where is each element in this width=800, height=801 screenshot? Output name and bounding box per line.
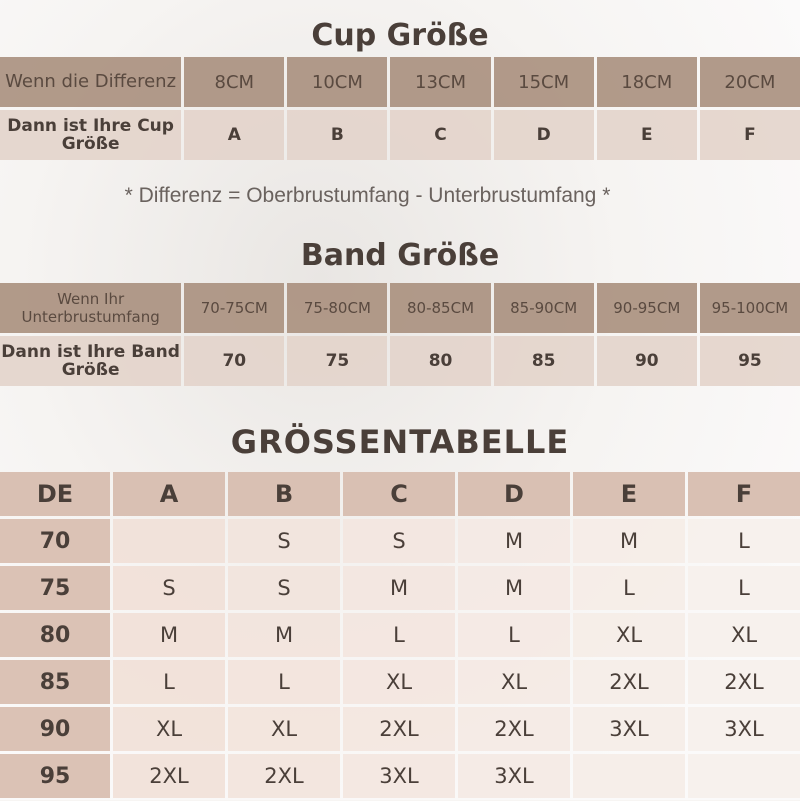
cell: 10CM [287, 57, 388, 107]
row-label: Dann ist Ihre Band Größe [0, 336, 182, 386]
cell: 75-80CM [287, 283, 388, 333]
cell: 95-100CM [699, 283, 800, 333]
cup-header: E [573, 472, 685, 516]
size-table-title: GRÖSSENTABELLE [230, 423, 570, 461]
size-cell: M [573, 519, 685, 563]
cell: 80-85CM [390, 283, 491, 333]
row-label: Dann ist Ihre Cup Größe [0, 110, 182, 160]
cell: 13CM [390, 57, 491, 107]
cell: 85 [493, 336, 594, 386]
size-cell: M [113, 613, 225, 657]
size-cell: 2XL [573, 660, 685, 704]
band-size-row: Dann ist Ihre Band Größe 70 75 80 85 90 … [0, 336, 800, 386]
cell: F [699, 110, 800, 160]
cup-header: D [458, 472, 570, 516]
size-cell: 3XL [688, 707, 800, 751]
cup-size-title: Cup Größe [311, 18, 489, 53]
size-cell: L [228, 660, 340, 704]
size-cell: XL [228, 707, 340, 751]
size-cell: L [688, 566, 800, 610]
size-cell: M [458, 566, 570, 610]
size-cell: XL [458, 660, 570, 704]
size-cell: S [228, 519, 340, 563]
cup-size-table: Wenn die Differenz 8CM 10CM 13CM 15CM 18… [0, 54, 800, 163]
size-cell: M [458, 519, 570, 563]
size-cell [113, 519, 225, 563]
cell: 18CM [596, 57, 697, 107]
cell: 70 [184, 336, 285, 386]
band-label: 75 [0, 566, 110, 610]
cell: 85-90CM [493, 283, 594, 333]
size-cell: 3XL [458, 754, 570, 798]
size-cell: XL [113, 707, 225, 751]
difference-note: * Differenz = Oberbrustumfang - Unterbru… [124, 184, 611, 207]
size-cell: S [343, 519, 455, 563]
size-cell [573, 754, 685, 798]
size-row: 75 S S M M L L [0, 566, 800, 610]
size-cell [688, 754, 800, 798]
cell: 80 [390, 336, 491, 386]
size-cell: 2XL [228, 754, 340, 798]
size-cell: XL [573, 613, 685, 657]
size-cell: 3XL [573, 707, 685, 751]
size-cell: M [343, 566, 455, 610]
cell: B [287, 110, 388, 160]
cup-header: C [343, 472, 455, 516]
band-range-row: Wenn Ihr Unterbrustumfang 70-75CM 75-80C… [0, 283, 800, 333]
cell: 75 [287, 336, 388, 386]
cell: 8CM [184, 57, 285, 107]
size-row: 70 S S M M L [0, 519, 800, 563]
band-label: 80 [0, 613, 110, 657]
size-cell: XL [688, 613, 800, 657]
band-size-title: Band Größe [300, 238, 500, 273]
cell: A [184, 110, 285, 160]
size-cell: L [113, 660, 225, 704]
cell: 90 [596, 336, 697, 386]
size-cell: 3XL [343, 754, 455, 798]
size-cell: S [113, 566, 225, 610]
cell: 20CM [699, 57, 800, 107]
cup-diff-row: Wenn die Differenz 8CM 10CM 13CM 15CM 18… [0, 57, 800, 107]
size-row: 95 2XL 2XL 3XL 3XL [0, 754, 800, 798]
cup-header: A [113, 472, 225, 516]
row-label: Wenn die Differenz [0, 57, 182, 107]
cell: 15CM [493, 57, 594, 107]
band-label: 95 [0, 754, 110, 798]
cup-letter-row: Dann ist Ihre Cup Größe A B C D E F [0, 110, 800, 160]
band-size-table: Wenn Ihr Unterbrustumfang 70-75CM 75-80C… [0, 280, 800, 389]
size-row: 85 L L XL XL 2XL 2XL [0, 660, 800, 704]
size-row: 90 XL XL 2XL 2XL 3XL 3XL [0, 707, 800, 751]
size-cell: S [228, 566, 340, 610]
size-cell: L [573, 566, 685, 610]
size-cell: L [688, 519, 800, 563]
cell: 95 [699, 336, 800, 386]
size-header-row: DE A B C D E F [0, 472, 800, 516]
cell: D [493, 110, 594, 160]
cell: 90-95CM [596, 283, 697, 333]
band-label: 70 [0, 519, 110, 563]
size-cell: M [228, 613, 340, 657]
size-chart-table: DE A B C D E F 70 S S M M L 75 S S M M L L 80 M M L L XL XL… [0, 469, 800, 801]
size-cell: 2XL [688, 660, 800, 704]
cell: E [596, 110, 697, 160]
size-cell: XL [343, 660, 455, 704]
corner-label: DE [0, 472, 110, 516]
size-cell: L [343, 613, 455, 657]
size-row: 80 M M L L XL XL [0, 613, 800, 657]
cell: 70-75CM [184, 283, 285, 333]
cell: C [390, 110, 491, 160]
cup-header: B [228, 472, 340, 516]
row-label: Wenn Ihr Unterbrustumfang [0, 283, 182, 333]
band-label: 90 [0, 707, 110, 751]
band-label: 85 [0, 660, 110, 704]
size-cell: 2XL [113, 754, 225, 798]
cup-header: F [688, 472, 800, 516]
size-cell: 2XL [343, 707, 455, 751]
size-cell: 2XL [458, 707, 570, 751]
size-cell: L [458, 613, 570, 657]
